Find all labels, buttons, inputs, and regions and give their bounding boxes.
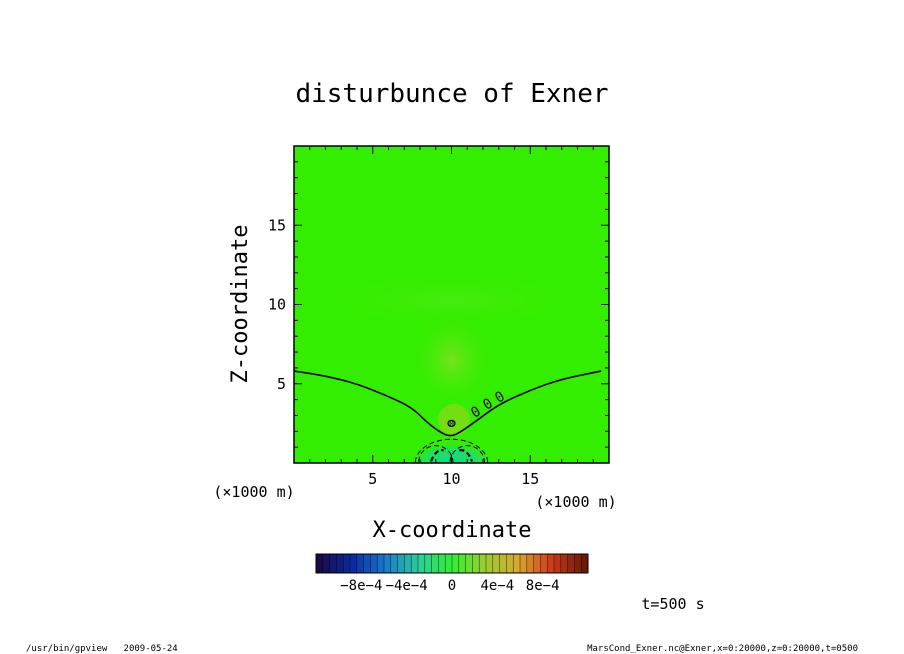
colorbar-cell [418, 554, 426, 573]
y-axis-label: Z-coordinate [228, 225, 253, 384]
colorbar-cell [581, 554, 589, 573]
colorbar-cell [322, 554, 330, 573]
colorbar-cell [356, 554, 364, 573]
colorbar-cell [492, 554, 500, 573]
colorbar-cell [452, 554, 460, 573]
colorbar-cell [574, 554, 582, 573]
colorbar-cell [520, 554, 528, 573]
y-tick-label: 15 [268, 216, 286, 234]
colorbar-cell [458, 554, 466, 573]
colorbar-cell [424, 554, 432, 573]
colorbar-cell [554, 554, 562, 573]
footer-right: MarsCond_Exner.nc@Exner,x=0:20000,z=0:20… [587, 644, 858, 654]
colorbar-cell [506, 554, 514, 573]
colorbar-cell [384, 554, 392, 573]
field-shading [302, 270, 602, 463]
y-tick-label: 5 [277, 375, 286, 393]
x-axis-label: X-coordinate [373, 518, 532, 543]
colorbar-cell [370, 554, 378, 573]
colorbar-cell [336, 554, 344, 573]
colorbar: −8e−4 −4e−4 0 4e−4 8e−4 [315, 553, 589, 594]
x-tick-label: 10 [442, 470, 460, 488]
colorbar-cell [486, 554, 494, 573]
chart-title: disturbunce of Exner [295, 79, 608, 109]
colorbar-frame [315, 553, 589, 574]
colorbar-cell [560, 554, 568, 573]
colorbar-cell [540, 554, 548, 573]
contour-label: 0 [449, 419, 454, 428]
colorbar-tick-label: 4e−4 [480, 578, 514, 594]
x-tick-label: 5 [368, 470, 377, 488]
negative-contour [417, 445, 454, 463]
colorbar-cell [316, 554, 324, 573]
footer-left: /usr/bin/gpview 2009-05-24 [26, 644, 178, 654]
positive-contour [447, 419, 456, 427]
negative-contour [459, 449, 474, 462]
colorbar-cell [350, 554, 358, 573]
colorbar-labels: −8e−4 −4e−4 0 4e−4 8e−4 [340, 578, 559, 594]
tick-layer: 5 10 15 5 10 15 [268, 146, 609, 488]
time-label: t=500 s [641, 595, 704, 613]
colorbar-cell [431, 554, 439, 573]
zero-contour-line [294, 370, 602, 437]
colorbar-cell [526, 554, 534, 573]
x-tick-label: 15 [521, 470, 539, 488]
colorbar-cell [479, 554, 487, 573]
negative-contour [449, 445, 486, 463]
y-tick-label: 10 [268, 296, 286, 314]
colorbar-cell [363, 554, 371, 573]
negative-contour [429, 449, 444, 462]
colorbar-cell [377, 554, 385, 573]
colorbar-cell [390, 554, 398, 573]
colorbar-cell [547, 554, 555, 573]
colorbar-tick-label: 8e−4 [526, 578, 560, 594]
colorbar-cell [465, 554, 473, 573]
colorbar-tick-label: 0 [448, 578, 456, 594]
colorbar-cell [404, 554, 412, 573]
colorbar-cells [315, 554, 589, 573]
x-unit-label: (×1000 m) [535, 493, 616, 511]
colorbar-cell [445, 554, 453, 573]
colorbar-cell [499, 554, 507, 573]
colorbar-cell [397, 554, 405, 573]
colorbar-cell [438, 554, 446, 573]
colorbar-cell [343, 554, 351, 573]
colorbar-tick-label: −8e−4 [340, 578, 382, 594]
colorbar-cell [472, 554, 480, 573]
colorbar-cell [411, 554, 419, 573]
colorbar-cell [533, 554, 541, 573]
y-unit-label: (×1000 m) [213, 483, 294, 501]
colorbar-tick-label: −4e−4 [386, 578, 428, 594]
colorbar-cell [513, 554, 521, 573]
colorbar-cell [567, 554, 575, 573]
colorbar-cell [329, 554, 337, 573]
